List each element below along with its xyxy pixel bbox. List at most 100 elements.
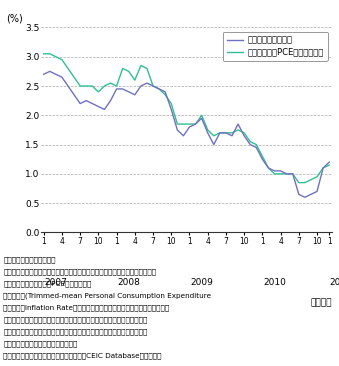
Text: 物価指数から、毎月、支出の上昇率の変動が著しい支出項目を: 物価指数から、毎月、支出の上昇率の変動が著しい支出項目を [3, 317, 148, 323]
コア消費者物価指数 [42, 72, 46, 76]
尺り込み平均PCEデフレーター [236, 128, 240, 132]
Text: 2008: 2008 [117, 277, 140, 287]
コア消費者物価指数 [303, 195, 307, 199]
Text: Inflation Rate）は、個人消費支出を構成する各財・サービスの: Inflation Rate）は、個人消費支出を構成する各財・サービスの [3, 305, 169, 311]
コア消費者物価指数 [157, 87, 161, 91]
コア消費者物価指数 [96, 104, 100, 109]
尺り込み平均PCEデフレーター [96, 90, 100, 94]
コア消費者物価指数 [315, 189, 319, 194]
尺り込み平均PCEデフレーター [279, 172, 283, 176]
コア消費者物価指数 [285, 172, 289, 176]
尺り込み平均PCEデフレーター [248, 139, 252, 144]
尺り込み平均PCEデフレーター [169, 101, 173, 106]
尺り込み平均PCEデフレーター [194, 122, 198, 126]
尺り込み平均PCEデフレーター [163, 93, 167, 97]
コア消費者物価指数 [309, 192, 313, 197]
尺り込み平均PCEデフレーター [273, 172, 277, 176]
コア消費者物価指数 [151, 84, 155, 88]
コア消費者物価指数 [187, 125, 192, 129]
尺り込み平均PCEデフレーター [54, 55, 58, 59]
尺り込み平均PCEデフレーター [218, 131, 222, 135]
コア消費者物価指数 [163, 90, 167, 94]
尺り込み平均PCEデフレーター [187, 122, 192, 126]
コア消費者物価指数 [145, 81, 149, 85]
尺り込み平均PCEデフレーター [108, 81, 113, 85]
尺り込み平均PCEデフレーター [115, 84, 119, 88]
コア消費者物価指数 [48, 69, 52, 74]
尺り込み平均PCEデフレーター [175, 122, 179, 126]
コア消費者物価指数 [66, 84, 70, 88]
尺り込み平均PCEデフレーター [321, 166, 325, 170]
Legend: コア消費者物価指数, 尺り込み平均PCEデフレーター: コア消費者物価指数, 尺り込み平均PCEデフレーター [223, 31, 328, 61]
コア消費者物価指数 [169, 107, 173, 112]
尺り込み平均PCEデフレーター [145, 66, 149, 71]
尺り込み平均PCEデフレーター [66, 66, 70, 71]
尺り込み平均PCEデフレーター [212, 134, 216, 138]
コア消費者物価指数 [200, 116, 204, 120]
Text: ２．　コア消費者物価指数は、食料品及びエネルギーを除く物価指数。: ２． コア消費者物価指数は、食料品及びエネルギーを除く物価指数。 [3, 268, 157, 275]
尺り込み平均PCEデフレーター [127, 69, 131, 74]
コア消費者物価指数 [139, 84, 143, 88]
コア消費者物価指数 [254, 145, 258, 150]
コア消費者物価指数 [236, 122, 240, 126]
コア消費者物価指数 [72, 93, 76, 97]
尺り込み平均PCEデフレーター [121, 66, 125, 71]
コア消費者物価指数 [297, 192, 301, 197]
尺り込み平均PCEデフレーター [90, 84, 94, 88]
尺り込み平均PCEデフレーター [297, 180, 301, 185]
Text: 尺り込み平均PCEデフレーター: 尺り込み平均PCEデフレーター [3, 280, 92, 287]
コア消費者物価指数 [90, 101, 94, 106]
Text: 備考：１．　前年同月比。: 備考：１． 前年同月比。 [3, 256, 56, 263]
コア消費者物価指数 [224, 131, 228, 135]
コア消費者物価指数 [181, 134, 185, 138]
尺り込み平均PCEデフレーター [291, 172, 295, 176]
Text: 2009: 2009 [190, 277, 213, 287]
Text: 2007: 2007 [44, 277, 67, 287]
Text: 資料：米国労働省、ダラス連邦準備銀行、CEIC Databaseから作成。: 資料：米国労働省、ダラス連邦準備銀行、CEIC Databaseから作成。 [3, 353, 162, 359]
コア消費者物価指数 [279, 169, 283, 173]
コア消費者物価指数 [194, 122, 198, 126]
尺り込み平均PCEデフレーター [78, 84, 82, 88]
コア消費者物価指数 [115, 87, 119, 91]
尺り込み平均PCEデフレーター [48, 52, 52, 56]
尺り込み平均PCEデフレーター [151, 84, 155, 88]
尺り込み平均PCEデフレーター [254, 142, 258, 147]
Line: コア消費者物価指数: コア消費者物価指数 [44, 71, 329, 197]
Text: 一定割合除いた上で、残った支出項目の上昇率と相対ウェイト: 一定割合除いた上で、残った支出項目の上昇率と相対ウェイト [3, 329, 148, 335]
コア消費者物価指数 [212, 142, 216, 147]
尺り込み平均PCEデフレーター [42, 52, 46, 56]
尺り込み平均PCEデフレーター [309, 178, 313, 182]
尺り込み平均PCEデフレーター [102, 84, 106, 88]
コア消費者物価指数 [266, 166, 271, 170]
尺り込み平均PCEデフレーター [260, 154, 264, 158]
尺り込み平均PCEデフレーター [224, 131, 228, 135]
尺り込み平均PCEデフレーター [285, 172, 289, 176]
Text: 2011: 2011 [329, 277, 339, 287]
尺り込み平均PCEデフレーター [139, 63, 143, 68]
コア消費者物価指数 [78, 101, 82, 106]
Text: （年月）: （年月） [311, 298, 332, 307]
コア消費者物価指数 [133, 93, 137, 97]
コア消費者物価指数 [127, 90, 131, 94]
尺り込み平均PCEデフレーター [327, 163, 331, 167]
コア消費者物価指数 [291, 172, 295, 176]
コア消費者物価指数 [102, 107, 106, 112]
尺り込み平均PCEデフレーター [84, 84, 88, 88]
コア消費者物価指数 [327, 160, 331, 164]
尺り込み平均PCEデフレーター [303, 180, 307, 185]
コア消費者物価指数 [60, 75, 64, 79]
コア消費者物価指数 [230, 134, 234, 138]
Text: を用いて算出されるもの。: を用いて算出されるもの。 [3, 341, 78, 347]
コア消費者物価指数 [84, 98, 88, 103]
尺り込み平均PCEデフレーター [181, 122, 185, 126]
Line: 尺り込み平均PCEデフレーター: 尺り込み平均PCEデフレーター [44, 54, 329, 183]
コア消費者物価指数 [260, 157, 264, 161]
Text: (%): (%) [6, 13, 22, 23]
尺り込み平均PCEデフレーター [242, 131, 246, 135]
尺り込み平均PCEデフレーター [315, 175, 319, 179]
尺り込み平均PCEデフレーター [60, 57, 64, 62]
コア消費者物価指数 [206, 131, 210, 135]
コア消費者物価指数 [121, 87, 125, 91]
Text: (Trimmed-mean Personal Consumption Expenditure: (Trimmed-mean Personal Consumption Expen… [3, 292, 212, 299]
尺り込み平均PCEデフレーター [206, 128, 210, 132]
